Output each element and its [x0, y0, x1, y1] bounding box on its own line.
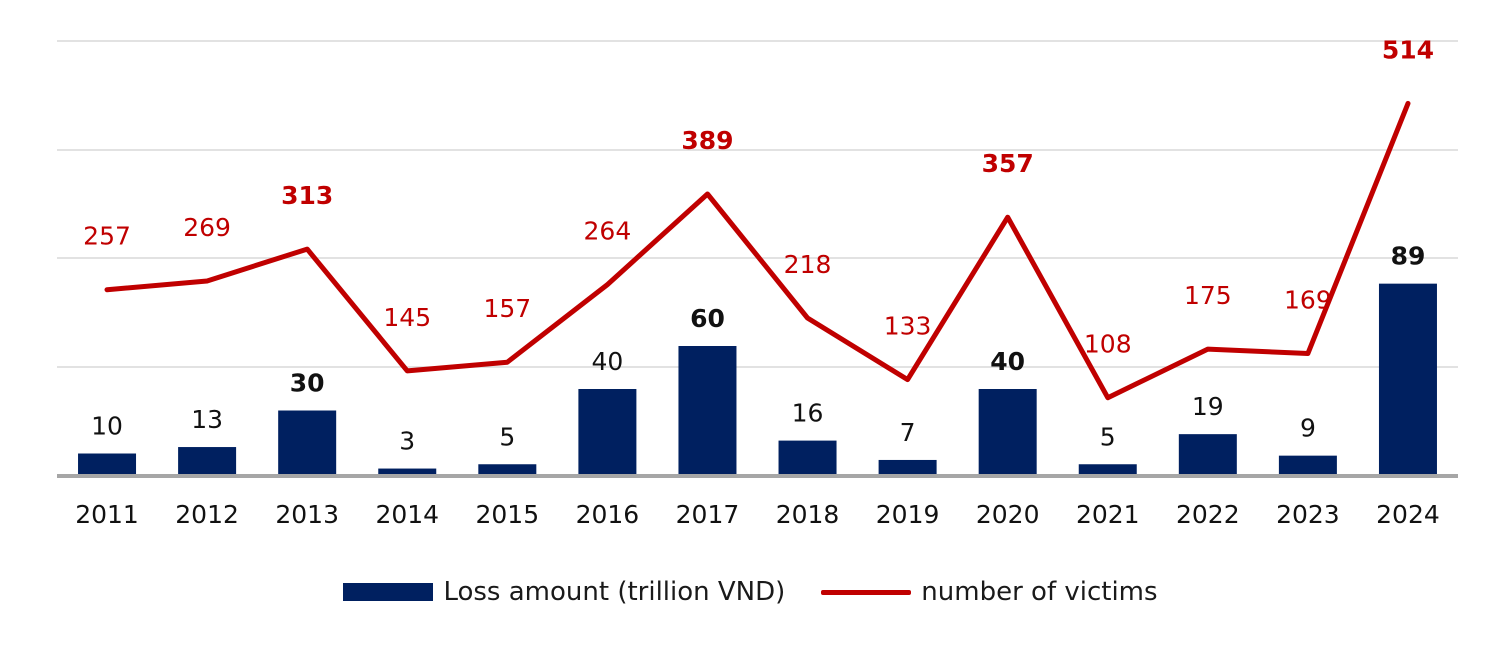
legend-item-number-of-victims: number of victims — [821, 577, 1158, 607]
bar-2023 — [1278, 455, 1337, 475]
line-label-2013: 313 — [281, 181, 333, 210]
bar-2022 — [1178, 434, 1237, 475]
x-tick-2016: 2016 — [576, 500, 640, 529]
bar-2012 — [178, 447, 237, 475]
bar-label-2013: 30 — [290, 369, 325, 398]
bar-2020 — [978, 389, 1037, 475]
legend-item-loss-amount: Loss amount (trillion VND) — [343, 577, 785, 607]
line-label-2015: 157 — [483, 294, 531, 323]
x-tick-2011: 2011 — [75, 500, 139, 529]
line-series — [104, 100, 1411, 401]
bar-2017 — [678, 346, 737, 475]
legend: Loss amount (trillion VND) number of vic… — [0, 572, 1501, 612]
bar-label-2022: 19 — [1192, 392, 1224, 421]
line-label-2023: 169 — [1284, 285, 1332, 314]
bar-2016 — [578, 389, 637, 475]
x-tick-2012: 2012 — [175, 500, 239, 529]
bar-label-2019: 7 — [900, 418, 916, 447]
bar-2011 — [78, 453, 137, 475]
bar-2014 — [378, 468, 437, 475]
line-label-2011: 257 — [83, 222, 131, 251]
line-label-2016: 264 — [584, 217, 632, 246]
line-label-2021: 108 — [1084, 330, 1132, 359]
bar-label-2012: 13 — [191, 405, 223, 434]
x-tick-2018: 2018 — [776, 500, 840, 529]
legend-label-number-of-victims: number of victims — [921, 577, 1158, 607]
line-label-2012: 269 — [183, 213, 231, 242]
x-tick-2022: 2022 — [1176, 500, 1240, 529]
x-tick-2023: 2023 — [1276, 500, 1340, 529]
bar-label-2020: 40 — [990, 347, 1025, 376]
bar-2024 — [1378, 283, 1437, 475]
bar-label-2016: 40 — [591, 347, 623, 376]
line-victims — [104, 100, 1411, 401]
bar-2015 — [478, 464, 537, 475]
x-tick-2019: 2019 — [876, 500, 940, 529]
legend-swatch-bar — [343, 583, 434, 601]
x-tick-labels: 2011 2012 2013 2014 2015 2016 2017 2018 2019 2020… — [75, 500, 1440, 529]
x-tick-2024: 2024 — [1376, 500, 1440, 529]
line-label-2019: 133 — [884, 312, 932, 341]
legend-swatch-line — [821, 589, 912, 595]
line-label-2014: 145 — [383, 303, 431, 332]
x-tick-2021: 2021 — [1076, 500, 1140, 529]
gridlines — [57, 40, 1458, 368]
legend-label-loss-amount: Loss amount (trillion VND) — [443, 577, 786, 607]
bar-2021 — [1078, 464, 1137, 475]
line-data-labels: 257 269 313 145 157 264 389 218 133 357 108 175 169 5… — [83, 35, 1434, 358]
x-tick-2013: 2013 — [275, 500, 339, 529]
line-label-2020: 357 — [982, 149, 1034, 178]
bar-label-2015: 5 — [499, 422, 515, 451]
bar-2018 — [778, 440, 837, 475]
x-tick-2015: 2015 — [476, 500, 540, 529]
bar-label-2024: 89 — [1391, 242, 1426, 271]
bar-2019 — [878, 459, 937, 475]
line-label-2024: 514 — [1382, 35, 1434, 64]
bar-series — [78, 283, 1437, 475]
bar-label-2011: 10 — [91, 412, 123, 441]
bar-label-2018: 16 — [792, 399, 824, 428]
line-label-2022: 175 — [1184, 281, 1232, 310]
bar-label-2023: 9 — [1300, 414, 1316, 443]
bar-label-2021: 5 — [1100, 422, 1116, 451]
x-tick-2017: 2017 — [676, 500, 740, 529]
bar-label-2017: 60 — [690, 304, 725, 333]
line-label-2018: 218 — [784, 250, 832, 279]
bar-2013 — [278, 410, 337, 475]
x-tick-2020: 2020 — [976, 500, 1040, 529]
line-label-2017: 389 — [681, 126, 733, 155]
x-tick-2014: 2014 — [375, 500, 439, 529]
bar-label-2014: 3 — [399, 427, 415, 456]
